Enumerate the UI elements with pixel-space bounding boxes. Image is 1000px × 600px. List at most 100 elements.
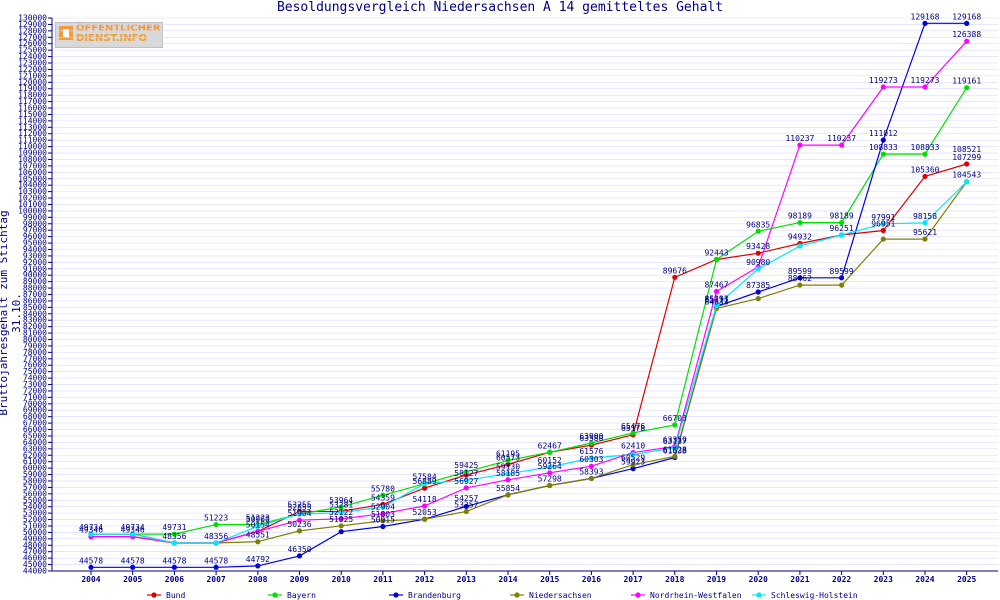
y-tick-label: 105000 (18, 174, 47, 183)
x-tick-label: 2007 (206, 575, 225, 584)
y-tick-label: 81000 (23, 329, 47, 338)
data-label: 50915 (371, 516, 395, 525)
data-point (922, 220, 928, 226)
data-point (922, 173, 928, 180)
legend-marker (393, 592, 399, 598)
data-point (922, 84, 928, 90)
y-tick-label: 56000 (23, 489, 47, 498)
y-tick-label: 111000 (18, 136, 47, 145)
data-point (964, 85, 970, 91)
data-point (880, 151, 886, 157)
data-point (338, 523, 344, 529)
y-tick-label: 109000 (18, 149, 47, 158)
legend-label: Bayern (287, 591, 316, 600)
data-point (213, 521, 219, 528)
data-point (255, 563, 261, 569)
data-label: 52122 (329, 508, 353, 517)
x-tick-label: 2025 (957, 575, 976, 584)
data-point (380, 504, 386, 510)
y-tick-label: 67000 (23, 419, 47, 428)
data-point (922, 151, 928, 157)
data-label: 56889 (413, 477, 437, 486)
x-tick-label: 2024 (915, 575, 934, 584)
data-label: 57584 (413, 473, 437, 482)
data-point (839, 282, 845, 288)
data-label: 44578 (204, 556, 228, 565)
y-tick-label: 57000 (23, 483, 47, 492)
data-point (296, 528, 303, 534)
data-label: 54257 (454, 494, 478, 503)
data-label: 50236 (287, 520, 311, 529)
y-tick-label: 53000 (23, 509, 47, 518)
x-tick-label: 2014 (498, 575, 517, 584)
y-tick-label: 54000 (23, 502, 47, 511)
data-label: 58185 (496, 469, 520, 478)
y-tick-label: 129000 (18, 20, 47, 29)
x-tick-label: 2022 (832, 575, 851, 584)
data-label: 107299 (952, 153, 981, 162)
data-label: 51904 (287, 509, 311, 518)
x-tick-label: 2017 (623, 575, 642, 584)
data-point (463, 503, 469, 510)
data-label: 105360 (911, 165, 940, 174)
data-point (171, 540, 177, 546)
y-tick-label: 130000 (18, 14, 47, 23)
y-tick-label: 78000 (23, 348, 47, 357)
x-tick-label: 2012 (415, 575, 434, 584)
data-label: 53257 (454, 500, 478, 509)
data-label: 57298 (538, 474, 562, 483)
y-tick-label: 76000 (23, 361, 47, 370)
y-tick-label: 106000 (18, 168, 47, 177)
data-label: 85111 (704, 296, 728, 305)
y-tick-label: 127000 (18, 33, 47, 42)
data-point (380, 511, 386, 517)
data-label: 94932 (788, 232, 812, 241)
data-label: 53964 (329, 496, 353, 505)
x-tick-label: 2021 (790, 575, 809, 584)
y-tick-label: 79000 (23, 341, 47, 350)
y-tick-label: 84000 (23, 309, 47, 318)
data-point (505, 461, 511, 468)
y-tick-label: 99000 (23, 213, 47, 222)
data-label: 96251 (830, 224, 854, 233)
y-tick-label: 44000 (23, 567, 47, 576)
y-tick-label: 63000 (23, 444, 47, 453)
legend-marker (151, 592, 157, 598)
data-point (839, 275, 845, 281)
series-line-nordrhein-westfalen (91, 40, 968, 544)
data-label: 119273 (911, 76, 940, 85)
y-tick-label: 64000 (23, 438, 47, 447)
y-tick-label: 104000 (18, 181, 47, 190)
y-tick-label: 110000 (18, 142, 47, 151)
data-point (505, 457, 511, 464)
data-point (463, 508, 469, 515)
data-point (755, 266, 761, 272)
data-label: 59425 (454, 461, 478, 470)
data-label: 62410 (621, 442, 645, 451)
data-label: 63900 (579, 432, 603, 441)
data-point (964, 20, 970, 26)
y-tick-label: 50000 (23, 528, 47, 537)
y-tick-label: 85000 (23, 303, 47, 312)
data-label: 60303 (579, 455, 603, 464)
data-label: 48356 (204, 532, 228, 541)
data-label: 52855 (287, 503, 311, 512)
data-point (338, 504, 344, 510)
data-point (630, 451, 636, 458)
y-tick-label: 61000 (23, 457, 47, 466)
legend-marker (514, 592, 520, 598)
legend-label: Bund (166, 591, 185, 600)
y-tick-label: 47000 (23, 547, 47, 556)
data-label: 63580 (579, 434, 603, 443)
data-point (213, 564, 219, 570)
data-point (880, 221, 886, 227)
y-tick-label: 123000 (18, 59, 47, 68)
y-tick-label: 108000 (18, 155, 47, 164)
data-label: 48356 (162, 532, 186, 541)
data-label: 63137 (663, 437, 687, 446)
data-label: 53281 (329, 500, 353, 509)
y-tick-label: 100000 (18, 206, 47, 215)
y-tick-label: 115000 (18, 110, 47, 119)
y-tick-label: 83000 (23, 316, 47, 325)
